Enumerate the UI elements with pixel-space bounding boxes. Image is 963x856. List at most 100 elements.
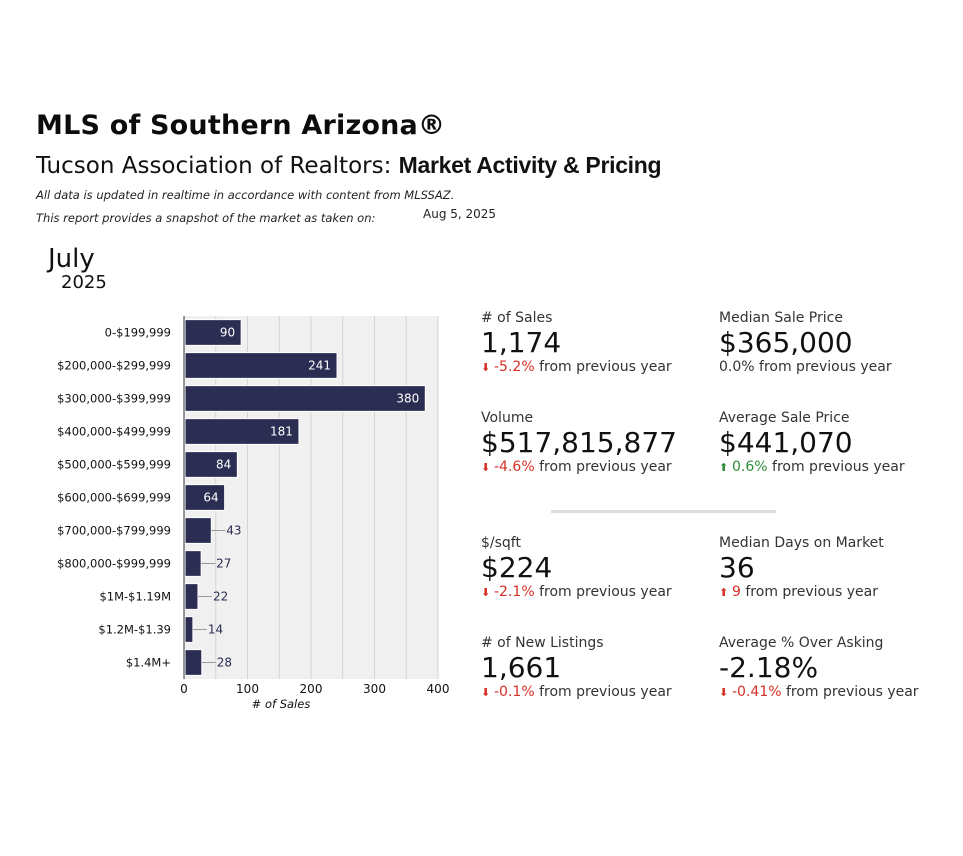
metric-median-days-on-market: Median Days on Market 36 ⬆ 9 from previou…	[719, 535, 884, 600]
data-label: 181	[270, 425, 293, 439]
metric-value: 36	[719, 551, 755, 584]
metric-value: $365,000	[719, 326, 853, 359]
bar	[184, 517, 212, 544]
bar	[184, 352, 338, 379]
arrow-up-icon: ⬆	[719, 461, 729, 474]
category-label: $600,000-$699,999	[57, 491, 171, 505]
change-value: -0.1%	[494, 684, 535, 700]
category-label: $200,000-$299,999	[57, 359, 171, 373]
bar	[184, 484, 226, 511]
change-suffix: from previous year	[539, 459, 672, 475]
metric-label: # of New Listings	[481, 635, 604, 651]
data-label: 64	[203, 491, 218, 505]
snapshot-note: This report provides a snapshot of the m…	[36, 211, 376, 225]
arrow-down-icon: ⬇	[481, 586, 491, 599]
change-suffix: from previous year	[759, 359, 892, 375]
bar	[184, 616, 194, 643]
x-tick-label: 100	[236, 682, 259, 696]
data-label: 22	[213, 590, 228, 604]
category-label: 0-$199,999	[105, 326, 171, 340]
category-label: $700,000-$799,999	[57, 524, 171, 538]
data-label: 380	[396, 392, 419, 406]
report-subtitle: Tucson Association of Realtors: Market A…	[36, 152, 662, 179]
change-suffix: from previous year	[772, 459, 905, 475]
subtitle-prefix: Tucson Association of Realtors:	[36, 153, 399, 179]
metric-label: Median Days on Market	[719, 535, 884, 551]
metric-change: ⬇ -0.1% from previous year	[481, 684, 672, 700]
bar	[184, 451, 238, 478]
snapshot-date: Aug 5, 2025	[423, 207, 497, 221]
bar	[184, 319, 242, 346]
change-suffix: from previous year	[539, 584, 672, 600]
period-month: July	[48, 244, 95, 274]
metric-change: ⬇ -5.2% from previous year	[481, 359, 672, 375]
arrow-down-icon: ⬇	[719, 686, 729, 699]
metric-value: 1,661	[481, 651, 562, 684]
x-tick-label: 0	[180, 682, 188, 696]
metric-median-sale-price: Median Sale Price $365,000 0.0% from pre…	[719, 310, 892, 375]
data-label: 28	[217, 656, 232, 670]
metric-value: 1,174	[481, 326, 562, 359]
data-label: 43	[226, 524, 241, 538]
metric-change: ⬆ 0.6% from previous year	[719, 459, 905, 475]
metric-label: Median Sale Price	[719, 310, 843, 326]
metric-change: 0.0% from previous year	[719, 359, 892, 375]
metric-label: $/sqft	[481, 535, 521, 551]
category-label: $500,000-$599,999	[57, 458, 171, 472]
subtitle-strong: Market Activity & Pricing	[398, 152, 662, 178]
metric-change: ⬇ -0.41% from previous year	[719, 684, 919, 700]
data-label: 27	[216, 557, 231, 571]
arrow-down-icon: ⬇	[481, 361, 491, 374]
change-suffix: from previous year	[785, 684, 919, 700]
section-divider	[551, 510, 776, 513]
metric-volume: Volume $517,815,877 ⬇ -4.6% from previous…	[481, 410, 677, 475]
category-label: $1M-$1.19M	[99, 590, 171, 604]
metric-label: Volume	[481, 410, 534, 426]
metric-average-sale-price: Average Sale Price $441,070 ⬆ 0.6% from p…	[719, 410, 905, 475]
metric-value: -2.18%	[719, 651, 819, 684]
metric-label: Average Sale Price	[719, 410, 850, 426]
metric-value: $224	[481, 551, 553, 584]
data-note: All data is updated in realtime in accor…	[36, 188, 455, 202]
metric-value: $517,815,877	[481, 426, 677, 459]
category-label: $1.2M-$1.39	[98, 623, 171, 637]
change-value: 0.6%	[732, 459, 768, 475]
metric-new-listings: # of New Listings 1,661 ⬇ -0.1% from prev…	[481, 635, 672, 700]
arrow-up-icon: ⬆	[719, 586, 729, 599]
data-label: 84	[216, 458, 231, 472]
metric-change: ⬆ 9 from previous year	[719, 584, 884, 600]
arrow-down-icon: ⬇	[481, 686, 491, 699]
metric-change: ⬇ -4.6% from previous year	[481, 459, 677, 475]
report-title: MLS of Southern Arizona®	[36, 110, 446, 141]
metric-number-of-sales: # of Sales 1,174 ⬇ -5.2% from previous ye…	[481, 310, 672, 375]
change-value: -2.1%	[494, 584, 535, 600]
x-tick-label: 300	[363, 682, 386, 696]
change-value: 0.0%	[719, 359, 755, 375]
change-suffix: from previous year	[745, 584, 878, 600]
bar	[184, 550, 202, 577]
period-year: 2025	[61, 272, 107, 293]
category-label: $1.4M+	[126, 656, 171, 670]
change-value: -0.41%	[732, 684, 782, 700]
arrow-down-icon: ⬇	[481, 461, 491, 474]
metric-label: # of Sales	[481, 310, 553, 326]
bar	[184, 418, 300, 445]
data-label: 241	[308, 359, 331, 373]
change-suffix: from previous year	[539, 684, 672, 700]
change-value: -5.2%	[494, 359, 535, 375]
change-value: -4.6%	[494, 459, 535, 475]
bar	[184, 385, 426, 412]
bar	[184, 583, 199, 610]
metric-average-over-asking: Average % Over Asking -2.18% ⬇ -0.41% fro…	[719, 635, 919, 700]
category-label: $800,000-$999,999	[57, 557, 171, 571]
category-label: $400,000-$499,999	[57, 425, 171, 439]
change-value: 9	[732, 584, 741, 600]
metric-value: $441,070	[719, 426, 853, 459]
change-suffix: from previous year	[539, 359, 672, 375]
bar	[184, 649, 203, 676]
data-label: 90	[220, 326, 235, 340]
sales-by-price-chart: 0-$199,999 90 $200,000-$299,999 241 $300,000…	[57, 316, 449, 711]
x-axis-title: # of Sales	[252, 697, 311, 711]
metric-price-per-sqft: $/sqft $224 ⬇ -2.1% from previous year	[481, 535, 672, 600]
data-label: 14	[208, 623, 223, 637]
